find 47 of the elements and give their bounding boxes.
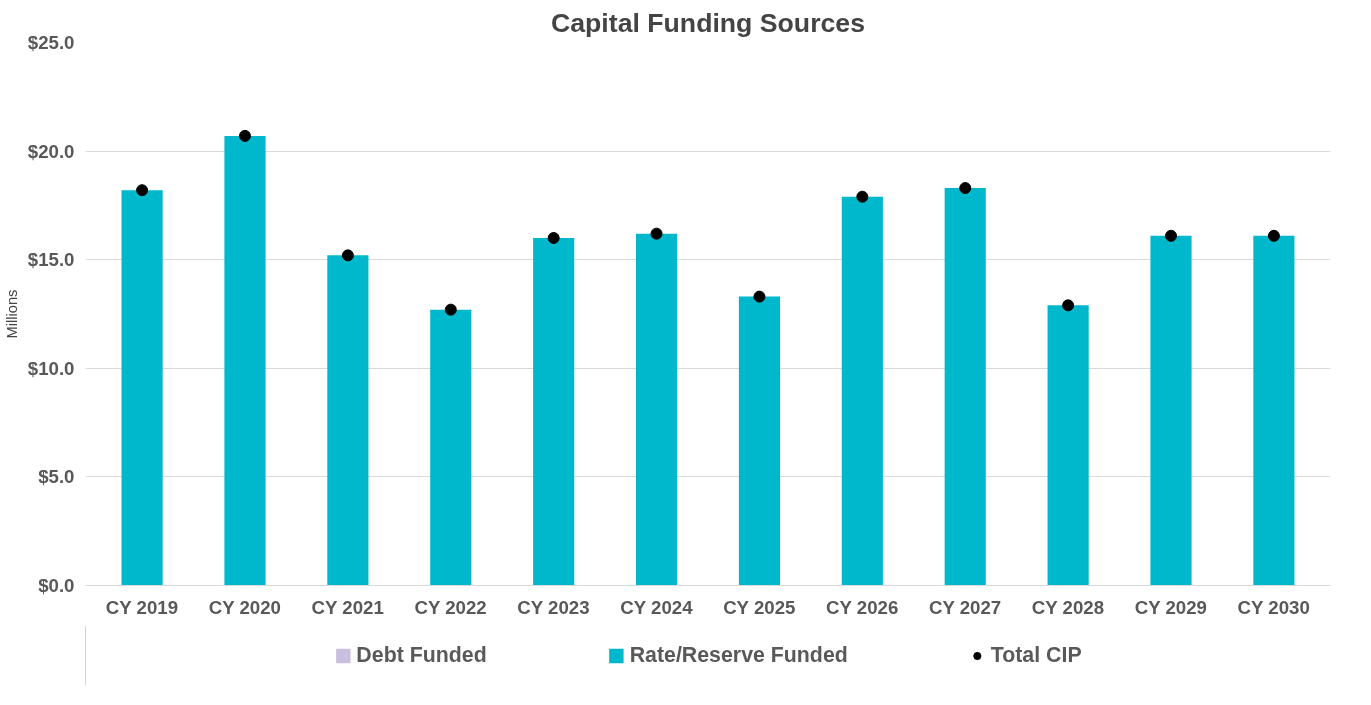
x-tick-label: CY 2024 xyxy=(620,596,694,618)
x-tick-label: CY 2030 xyxy=(1237,596,1310,618)
point xyxy=(1165,229,1178,242)
x-tick-label: CY 2021 xyxy=(311,596,384,618)
bar xyxy=(533,237,575,586)
y-tick-label: $20.0 xyxy=(27,140,75,162)
bar xyxy=(327,255,369,586)
point xyxy=(753,290,766,303)
x-tick-label: CY 2027 xyxy=(928,596,1002,618)
x-tick-label: CY 2020 xyxy=(208,596,281,618)
x-tick-label: CY 2028 xyxy=(1031,596,1105,618)
point xyxy=(856,190,869,203)
x-tick-label: CY 2029 xyxy=(1134,596,1207,618)
y-tick-label: $5.0 xyxy=(38,466,75,488)
point xyxy=(650,227,663,240)
legend-label: Total CIP xyxy=(990,642,1082,668)
y-tick-label: $15.0 xyxy=(27,249,75,271)
x-tick-label: CY 2022 xyxy=(414,596,487,618)
bar xyxy=(1150,235,1192,586)
x-tick-label: CY 2026 xyxy=(826,596,899,618)
y-tick-label: $10.0 xyxy=(27,357,75,379)
point xyxy=(1267,229,1280,242)
legend-label: Rate/Reserve Funded xyxy=(629,642,848,668)
y-tick-label: $25.0 xyxy=(27,32,75,53)
bar xyxy=(738,296,781,586)
point xyxy=(136,184,149,197)
x-tick-label: CY 2023 xyxy=(517,596,590,618)
bar xyxy=(1253,235,1295,586)
chart-title: Capital Funding Sources xyxy=(551,7,865,38)
point xyxy=(341,249,354,262)
point xyxy=(238,129,251,142)
bar xyxy=(1047,305,1089,586)
x-tick-label: CY 2019 xyxy=(105,596,179,618)
bar xyxy=(224,135,266,586)
point xyxy=(444,303,457,316)
y-axis-title: Millions xyxy=(3,289,20,339)
bar xyxy=(841,196,883,586)
x-tick-label: CY 2025 xyxy=(723,596,796,618)
bar xyxy=(121,190,163,586)
bar xyxy=(635,233,678,586)
point xyxy=(959,182,972,195)
legend-label: Debt Funded xyxy=(356,642,487,668)
point xyxy=(1062,299,1075,312)
y-tick-label: $0.0 xyxy=(38,575,75,596)
bar xyxy=(430,309,472,586)
point xyxy=(547,231,560,244)
bar xyxy=(944,188,986,586)
